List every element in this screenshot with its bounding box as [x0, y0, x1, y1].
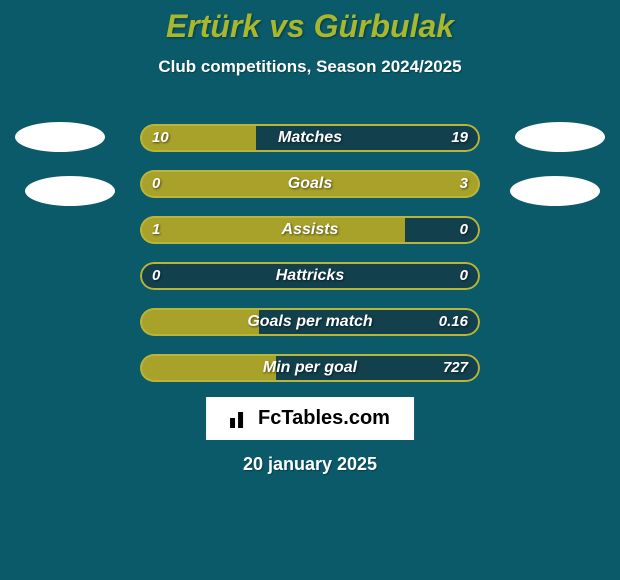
- subtitle: Club competitions, Season 2024/2025: [0, 57, 620, 77]
- stat-value-left: 1: [152, 216, 160, 244]
- comparison-bars: 1019Matches03Goals10Assists00Hattricks0.…: [140, 124, 480, 400]
- bar-fill-left: [140, 170, 201, 198]
- stat-value-right: 0.16: [439, 308, 468, 336]
- stat-row: 03Goals: [140, 170, 480, 198]
- player-left-avatar-placeholder: [15, 122, 105, 152]
- stat-value-right: 0: [460, 216, 468, 244]
- stat-row: 1019Matches: [140, 124, 480, 152]
- stat-value-left: 0: [152, 262, 160, 290]
- player-right-avatar-placeholder: [515, 122, 605, 152]
- stat-row: 00Hattricks: [140, 262, 480, 290]
- bar-chart-icon: [230, 410, 252, 428]
- stat-value-right: 727: [443, 354, 468, 382]
- watermark-text: FcTables.com: [258, 407, 390, 430]
- stat-row: 10Assists: [140, 216, 480, 244]
- stat-value-left: 0: [152, 170, 160, 198]
- date-label: 20 january 2025: [0, 454, 620, 475]
- bar-fill-left: [140, 216, 405, 244]
- player-right-badge-placeholder: [510, 176, 600, 206]
- stat-row: 0.16Goals per match: [140, 308, 480, 336]
- stat-value-right: 0: [460, 262, 468, 290]
- stat-row: 727Min per goal: [140, 354, 480, 382]
- stat-value-right: 19: [451, 124, 468, 152]
- bar-fill-left: [140, 308, 259, 336]
- page-title: Ertürk vs Gürbulak: [0, 0, 620, 45]
- comparison-infographic: Ertürk vs Gürbulak Club competitions, Se…: [0, 0, 620, 580]
- stat-value-right: 3: [460, 170, 468, 198]
- watermark: FcTables.com: [206, 397, 414, 440]
- bar-fill-right: [201, 170, 480, 198]
- stat-value-left: 10: [152, 124, 169, 152]
- bar-fill-left: [140, 354, 276, 382]
- player-left-badge-placeholder: [25, 176, 115, 206]
